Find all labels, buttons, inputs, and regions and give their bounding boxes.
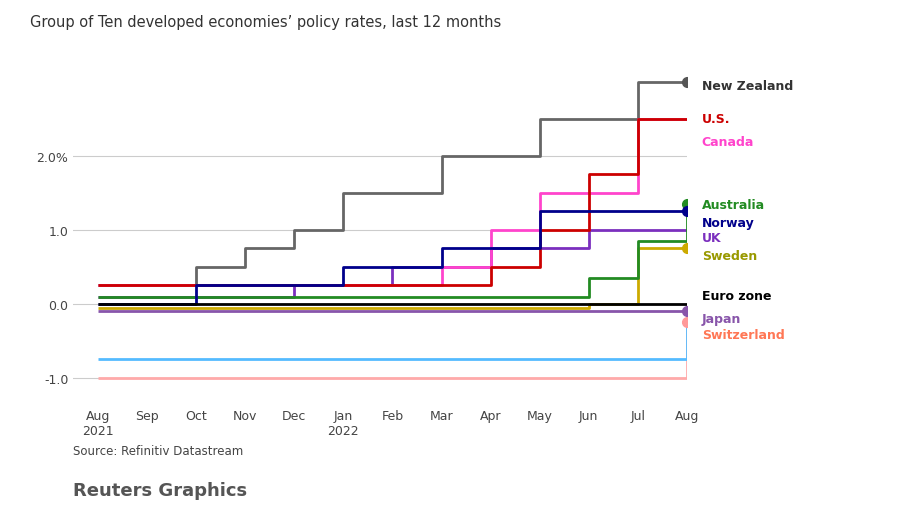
Text: Group of Ten developed economies’ policy rates, last 12 months: Group of Ten developed economies’ policy… [30, 15, 502, 30]
Text: Source: Refinitiv Datastream: Source: Refinitiv Datastream [73, 444, 244, 458]
Text: Sweden: Sweden [702, 250, 757, 263]
Text: Switzerland: Switzerland [702, 329, 784, 342]
Text: Euro zone: Euro zone [702, 289, 771, 302]
Text: Australia: Australia [702, 198, 765, 211]
Text: U.S.: U.S. [702, 113, 730, 126]
Text: Canada: Canada [702, 135, 754, 148]
Text: New Zealand: New Zealand [702, 80, 793, 93]
Text: Reuters Graphics: Reuters Graphics [73, 481, 247, 499]
Text: Japan: Japan [702, 313, 741, 326]
Text: Norway: Norway [702, 217, 755, 230]
Text: UK: UK [702, 231, 722, 244]
